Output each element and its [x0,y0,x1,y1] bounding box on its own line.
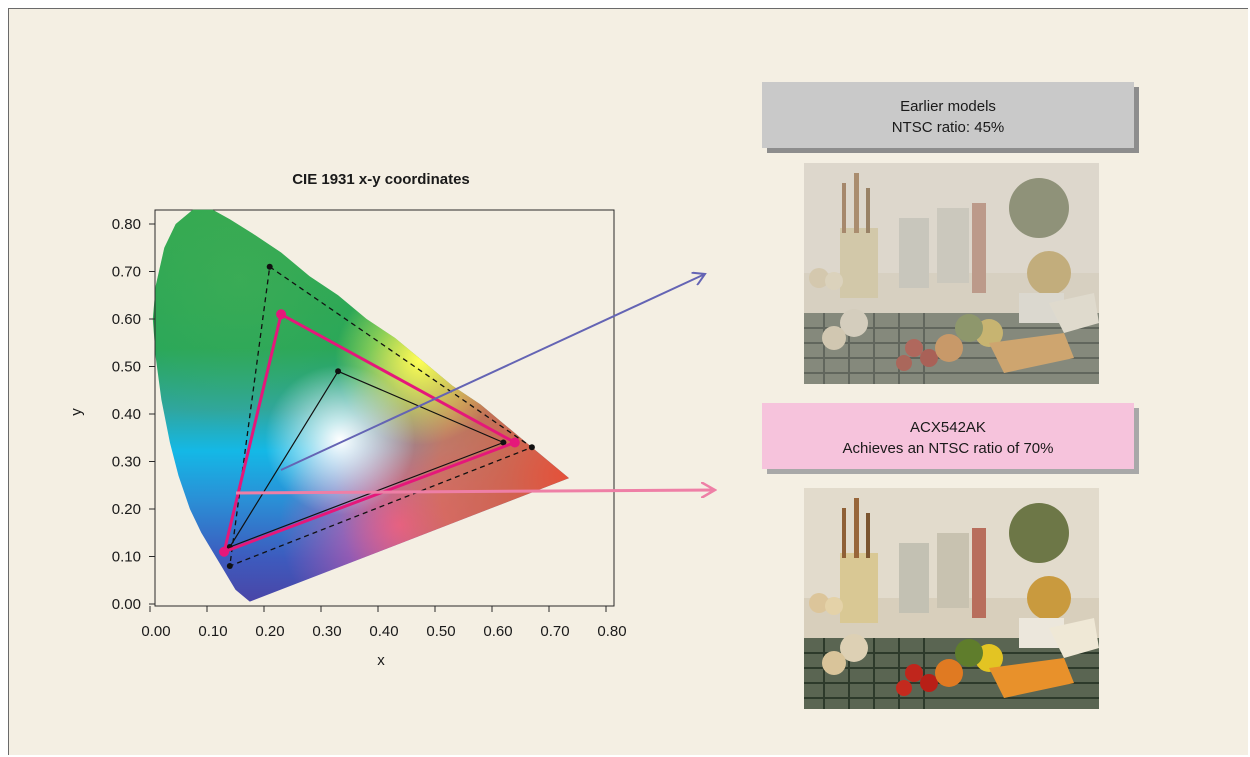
gamut-vertex [500,439,507,446]
gamut-vertex [226,563,233,569]
y-tick-label: 0.70 [112,264,141,281]
x-tick-label: 0.60 [483,623,512,640]
callout-new-title: ACX542AK [910,419,986,436]
callout-acx542ak: ACX542AK Achieves an NTSC ratio of 70% [762,403,1134,469]
y-tick-label: 0.50 [112,359,141,376]
gamut-triangle-solid-magenta [222,312,517,554]
arrow-acx542ak [235,490,715,493]
y-axis-label: y [68,408,85,416]
gamut-vertex [528,444,535,451]
y-tick-label: 0.10 [112,549,141,566]
x-tick-label: 0.50 [426,623,455,640]
y-tick-label: 0.20 [112,501,141,518]
callout-earlier-title: Earlier models [900,98,996,115]
x-tick-label: 0.10 [198,623,227,640]
y-tick-label: 0.60 [112,311,141,328]
chart-title: CIE 1931 x-y coordinates [292,171,470,188]
gamut-vertex [266,263,273,270]
x-tick-label: 0.80 [597,623,626,640]
y-tick-label: 0.30 [112,454,141,471]
callout-new-ratio: Achieves an NTSC ratio of 70% [842,440,1054,457]
gamut-vertex [276,309,287,320]
x-tick-label: 0.20 [255,623,284,640]
gamut-triangles [219,263,535,569]
x-tick-label: 0.00 [141,623,170,640]
x-axis-label: x [377,652,385,669]
arrow-earlier-models [280,274,705,471]
spectral-locus [152,209,570,602]
x-axis: 0.00 0.10 0.20 0.30 0.40 0.50 0.60 0.70 0.80 [141,605,627,640]
sample-photo-earlier [804,163,1099,384]
gamut-vertex [335,368,342,375]
x-tick-label: 0.40 [369,623,398,640]
sample-photo-acx542ak [804,488,1099,709]
y-tick-label: 0.80 [112,216,141,233]
gamut-vertex [219,546,230,557]
callout-earlier-ratio: NTSC ratio: 45% [891,119,1005,136]
x-tick-label: 0.70 [540,623,569,640]
gamut-triangle-solid-black-thin [229,370,504,548]
y-tick-label: 0.00 [112,596,141,613]
y-axis: 0.00 0.10 0.20 0.30 0.40 0.50 0.60 0.70 0.80 [112,210,156,613]
gamut-triangle-dashed-black [229,266,533,567]
callout-earlier-models: Earlier models NTSC ratio: 45% [762,82,1134,148]
y-tick-label: 0.40 [112,406,141,423]
x-tick-label: 0.30 [312,623,341,640]
gamut-vertex [509,437,520,448]
